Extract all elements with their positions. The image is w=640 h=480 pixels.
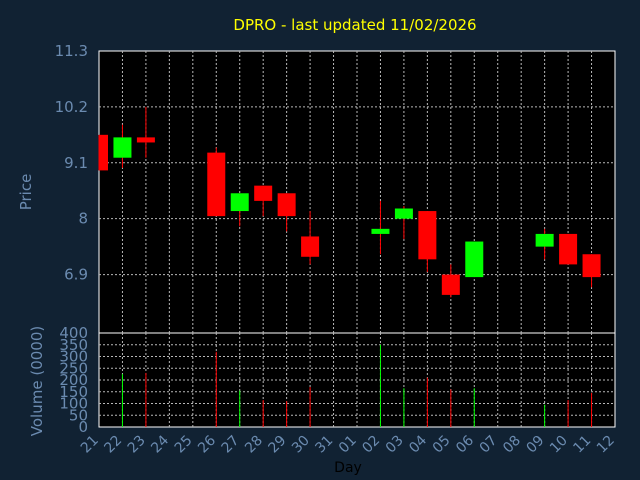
candle-up-body <box>371 228 390 234</box>
volume-tick-label: 0 <box>78 418 88 436</box>
x-tick-label: 23 <box>125 433 149 457</box>
x-axis-ticks: 21 22 23 24 25 26 27 28 29 30 31 01 02 03 04 05 06 07 08 09… <box>78 432 618 456</box>
x-tick-label: 26 <box>195 432 219 456</box>
x-tick-label: 22 <box>101 433 125 457</box>
x-tick-label: 10 <box>547 433 571 457</box>
x-tick-label: 31 <box>312 433 336 457</box>
x-tick-label: 29 <box>266 433 290 457</box>
x-tick-label: 09 <box>524 433 548 457</box>
x-tick-label: 08 <box>500 433 524 457</box>
candle-down-body <box>559 233 578 265</box>
x-axis-label: Day <box>334 460 362 476</box>
volume-axis-label: Volume (0000) <box>28 326 46 436</box>
candle-down-body <box>136 137 155 143</box>
x-tick-label: 03 <box>383 433 407 457</box>
candle-up-body <box>535 233 554 247</box>
chart-title: DPRO - last updated 11/02/2026 <box>233 16 476 34</box>
x-tick-label: 06 <box>453 432 477 456</box>
x-tick-label: 12 <box>594 433 618 457</box>
price-tick-label: 9.1 <box>64 154 88 172</box>
price-tick-label: 8 <box>78 210 88 228</box>
price-axis-label: Price <box>17 174 35 211</box>
candle-down-body <box>99 134 108 171</box>
volume-tick-label: 50 <box>69 406 88 424</box>
volume-tick-label: 250 <box>59 359 88 377</box>
candle-down-body <box>582 254 601 278</box>
x-tick-label: 01 <box>336 433 360 457</box>
price-tick-label: 10.2 <box>55 98 88 116</box>
x-tick-label: 11 <box>570 433 594 457</box>
candle-down-body <box>441 274 460 295</box>
x-tick-label: 25 <box>172 433 196 457</box>
x-tick-label: 05 <box>430 433 454 457</box>
x-tick-label: 02 <box>359 433 383 457</box>
x-tick-label: 30 <box>289 433 313 457</box>
volume-tick-label: 400 <box>59 324 88 342</box>
volume-bars <box>121 344 593 427</box>
candle-down-body <box>254 185 273 201</box>
candle-down-body <box>207 152 226 217</box>
volume-tick-label: 150 <box>59 383 88 401</box>
candle-down-body <box>277 193 296 217</box>
x-tick-label: 07 <box>477 433 501 457</box>
candlesticks <box>98 106 601 298</box>
volume-tick-label: 350 <box>59 336 88 354</box>
candle-up-body <box>230 193 249 212</box>
candle-up-body <box>394 208 413 219</box>
volume-tick-label: 100 <box>59 395 88 413</box>
candle-down-body <box>301 236 320 257</box>
x-tick-label: 04 <box>406 432 430 456</box>
x-tick-label: 21 <box>78 433 102 457</box>
volume-tick-label: 200 <box>59 371 88 389</box>
candle-down-body <box>418 211 437 260</box>
candle-up-body <box>113 137 132 158</box>
x-tick-label: 27 <box>219 433 243 457</box>
price-axis-ticks: 11.3 10.2 9.1 8 6.9 <box>55 42 88 284</box>
price-tick-label: 6.9 <box>64 266 88 284</box>
volume-tick-label: 300 <box>59 348 88 366</box>
candle-up-body <box>465 241 484 278</box>
price-tick-label: 11.3 <box>55 42 88 60</box>
x-tick-label: 24 <box>148 432 172 456</box>
x-tick-label: 28 <box>242 433 266 457</box>
